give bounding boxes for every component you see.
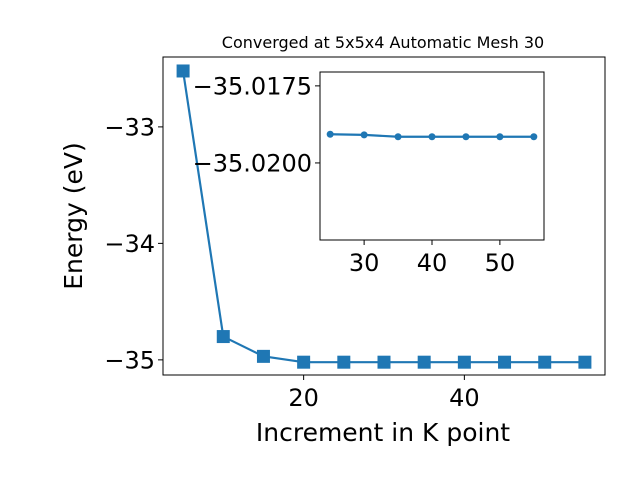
inset-y-ticks: −35.0200 −35.0175	[193, 73, 320, 178]
main-data-point	[417, 355, 431, 369]
inset-data-point	[394, 133, 402, 141]
main-y-ticks: −35 −34 −33	[104, 114, 163, 374]
inset-data-point	[360, 131, 368, 139]
inset-y-tick-label: −35.0200	[193, 150, 312, 178]
inset-data-point	[496, 133, 504, 141]
main-series	[176, 64, 592, 369]
main-data-point	[176, 64, 190, 78]
main-y-tick-label: −34	[104, 230, 155, 258]
inset-x-tick-label: 30	[349, 249, 380, 277]
main-data-point	[457, 355, 471, 369]
inset-data-point	[462, 133, 470, 141]
inset-x-tick-label: 40	[417, 249, 448, 277]
chart-title: Converged at 5x5x4 Automatic Mesh 30	[222, 33, 544, 52]
inset-x-tick-label: 50	[485, 249, 516, 277]
inset-data-point	[326, 130, 334, 138]
main-axes-frame	[162, 56, 606, 376]
main-x-ticks: 20 40	[288, 375, 480, 412]
main-plot: 20 40 −35−34−33 Converged at 5x5x4 Automa…	[59, 33, 606, 447]
main-data-point	[297, 355, 311, 369]
main-data-point	[538, 355, 552, 369]
inset-x-ticks: 30 40 50	[349, 240, 515, 277]
x-axis-label: Increment in K point	[256, 418, 510, 447]
inset-data-point	[428, 133, 436, 141]
main-x-tick-label: 40	[449, 384, 480, 412]
inset-data-point	[530, 133, 538, 141]
main-x-tick-label: 20	[288, 384, 319, 412]
main-data-point	[216, 330, 230, 344]
main-y-tick-label: −35	[104, 346, 155, 374]
main-data-point	[377, 355, 391, 369]
inset-plot: 30 40 50 −35.0200 −35.0175	[193, 71, 545, 277]
main-data-point	[578, 355, 592, 369]
inset-axes-frame	[319, 71, 545, 241]
inset-y-tick-label: −35.0175	[193, 73, 312, 101]
inset-series	[326, 130, 538, 141]
main-y-tick-label: −33	[104, 114, 155, 142]
main-data-point	[337, 355, 351, 369]
main-data-point	[256, 349, 270, 363]
y-axis-label: Energy (eV)	[59, 142, 88, 289]
main-data-point	[498, 355, 512, 369]
